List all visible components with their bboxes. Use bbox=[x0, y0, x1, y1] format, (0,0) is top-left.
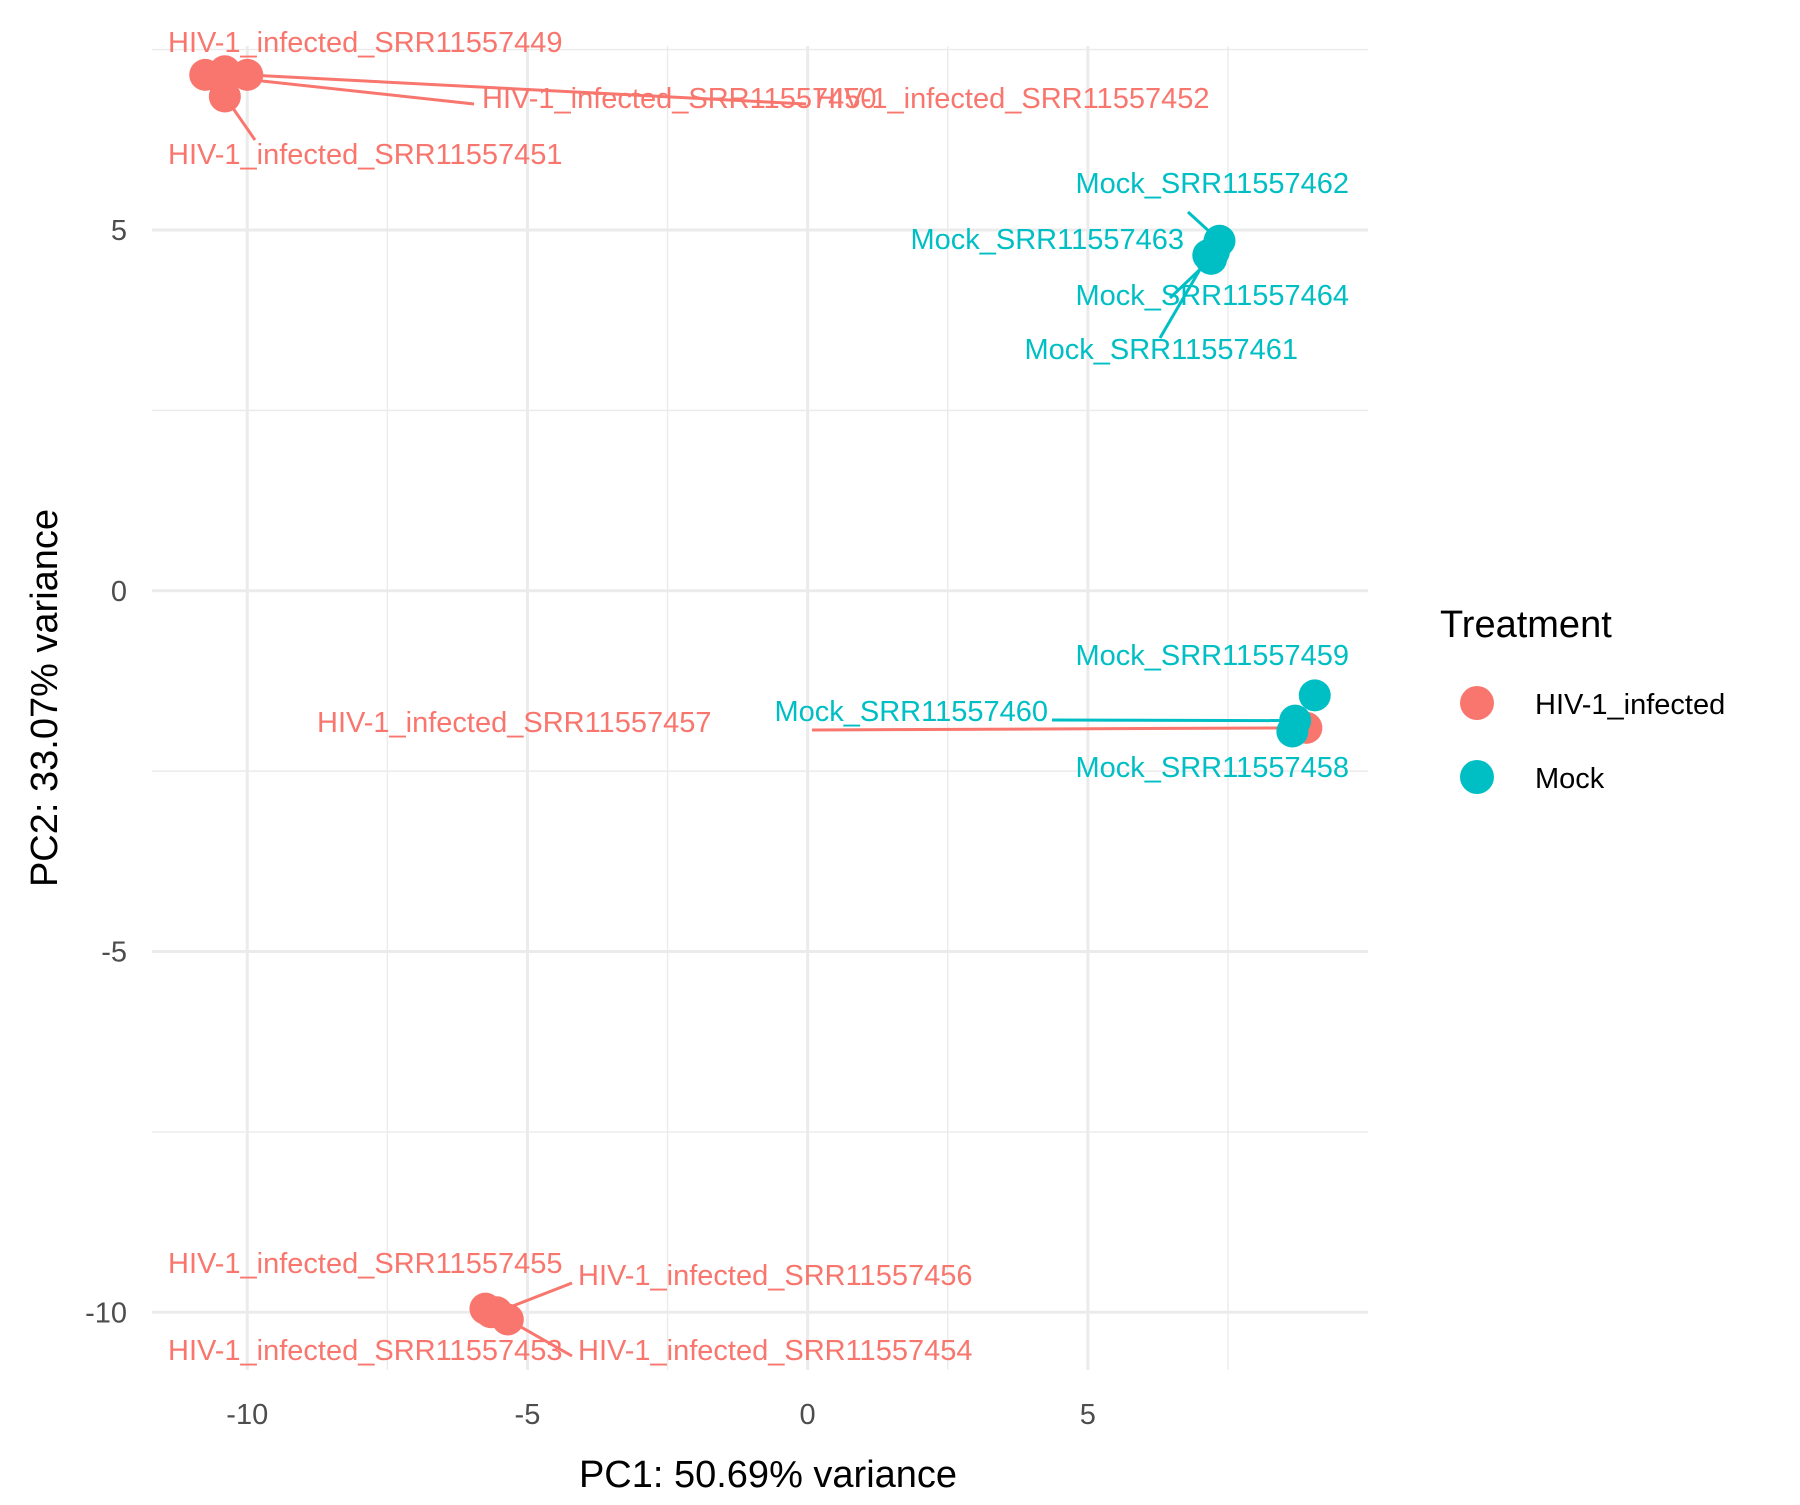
data-point-hiv-1-infected-srr11557451 bbox=[208, 80, 241, 113]
point-label-hiv-1-infected-srr11557456: HIV-1_infected_SRR11557456 bbox=[578, 1260, 972, 1292]
data-point-layer bbox=[189, 55, 1331, 1336]
legend-swatch-hiv-1-infected bbox=[1460, 686, 1494, 720]
legend-label-hiv-1-infected: HIV-1_infected bbox=[1535, 689, 1725, 721]
y-axis-title: PC2: 33.07% variance bbox=[24, 509, 66, 887]
point-label-mock-srr11557462: Mock_SRR11557462 bbox=[1075, 168, 1349, 200]
label-connector-mock-srr11557460 bbox=[1051, 718, 1296, 723]
point-label-mock-srr11557464: Mock_SRR11557464 bbox=[1075, 280, 1349, 312]
legend-title: Treatment bbox=[1440, 604, 1612, 646]
point-label-mock-srr11557459: Mock_SRR11557459 bbox=[1075, 640, 1349, 672]
legend-swatch-mock bbox=[1460, 760, 1494, 794]
data-point-hiv-1-infected-srr11557452 bbox=[231, 58, 264, 91]
legend: Treatment HIV-1_infected Mock bbox=[1440, 604, 1725, 795]
point-label-layer: HIV-1_infected_SRR11557449 HIV-1_infected… bbox=[168, 27, 1349, 1367]
y-tick-label: -5 bbox=[101, 937, 127, 969]
point-label-mock-srr11557460: Mock_SRR11557460 bbox=[774, 696, 1048, 728]
point-label-hiv-1-infected-srr11557454: HIV-1_infected_SRR11557454 bbox=[578, 1335, 972, 1367]
x-tick-label: -5 bbox=[515, 1399, 541, 1431]
grid-layer bbox=[152, 46, 1368, 1370]
y-tick-label: 5 bbox=[111, 215, 127, 247]
x-tick-label: 5 bbox=[1080, 1399, 1096, 1431]
point-label-hiv-1-infected-srr11557449: HIV-1_infected_SRR11557449 bbox=[168, 27, 562, 59]
point-label-hiv-1-infected-srr11557452: HIV-1_infected_SRR11557452 bbox=[815, 83, 1209, 115]
y-tick-label: -10 bbox=[85, 1297, 127, 1329]
x-tick-label: 0 bbox=[800, 1399, 816, 1431]
data-point-hiv-1-infected-srr11557450 bbox=[189, 58, 222, 91]
point-label-hiv-1-infected-srr11557453: HIV-1_infected_SRR11557453 bbox=[168, 1335, 562, 1367]
y-tick-label: 0 bbox=[111, 576, 127, 608]
x-axis-title: PC1: 50.69% variance bbox=[579, 1454, 957, 1496]
data-point-mock-srr11557461 bbox=[1192, 239, 1225, 272]
point-label-hiv-1-infected-srr11557455: HIV-1_infected_SRR11557455 bbox=[168, 1248, 562, 1280]
point-label-mock-srr11557463: Mock_SRR11557463 bbox=[910, 224, 1184, 256]
tick-label-layer: -10 -5 0 5 -10 -5 0 5 bbox=[85, 215, 1096, 1431]
point-label-hiv-1-infected-srr11557457: HIV-1_infected_SRR11557457 bbox=[317, 707, 711, 739]
legend-label-mock: Mock bbox=[1535, 763, 1605, 795]
point-label-hiv-1-infected-srr11557451: HIV-1_infected_SRR11557451 bbox=[168, 139, 562, 171]
point-label-hiv-1-infected-srr11557450: HIV-1_infected_SRR11557450 bbox=[482, 83, 876, 115]
x-tick-label: -10 bbox=[226, 1399, 268, 1431]
label-connector-hiv-1-infected-srr11557452 bbox=[247, 73, 807, 106]
data-point-hiv-1-infected-srr11557454 bbox=[491, 1303, 524, 1336]
point-label-mock-srr11557458: Mock_SRR11557458 bbox=[1075, 752, 1349, 784]
data-point-mock-srr11557458 bbox=[1276, 715, 1309, 748]
data-point-mock-srr11557459 bbox=[1298, 679, 1331, 712]
label-connector-hiv-1-infected-srr11557457 bbox=[811, 726, 1307, 732]
point-label-mock-srr11557461: Mock_SRR11557461 bbox=[1024, 334, 1298, 366]
